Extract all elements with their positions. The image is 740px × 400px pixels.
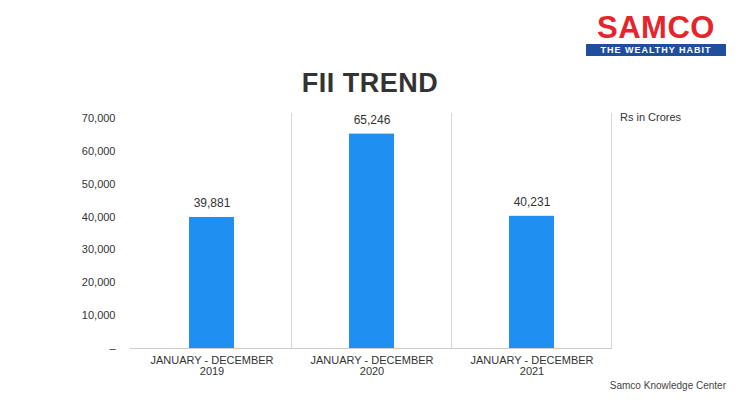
html-text:THE WEALTHY HABIT: THE WEALTHY HABIT [600,45,712,55]
svg-text:39,881: 39,881 [194,196,231,210]
svg-text:65,246: 65,246 [354,113,391,127]
svg-text:10,000: 10,000 [82,309,116,321]
svg-text:40,000: 40,000 [82,211,116,223]
html-text:Rs in Crores: Rs in Crores [620,111,682,123]
html-text:FII TREND: FII TREND [301,68,439,98]
svg-text:–: – [109,342,116,354]
svg-text:JANUARY - DECEMBER2019: JANUARY - DECEMBER2019 [150,354,273,377]
svg-text:20,000: 20,000 [82,276,116,288]
svg-text:30,000: 30,000 [82,243,116,255]
svg-text:60,000: 60,000 [82,145,116,157]
svg-text:JANUARY - DECEMBER2020: JANUARY - DECEMBER2020 [310,354,433,377]
svg-text:70,000: 70,000 [82,112,116,124]
html-text:SAMCO: SAMCO [597,10,715,45]
svg-text:40,231: 40,231 [514,195,551,209]
html-text:Samco Knowledge Center: Samco Knowledge Center [609,380,726,391]
svg-text:50,000: 50,000 [82,178,116,190]
svg-text:JANUARY - DECEMBER2021: JANUARY - DECEMBER2021 [470,354,593,377]
